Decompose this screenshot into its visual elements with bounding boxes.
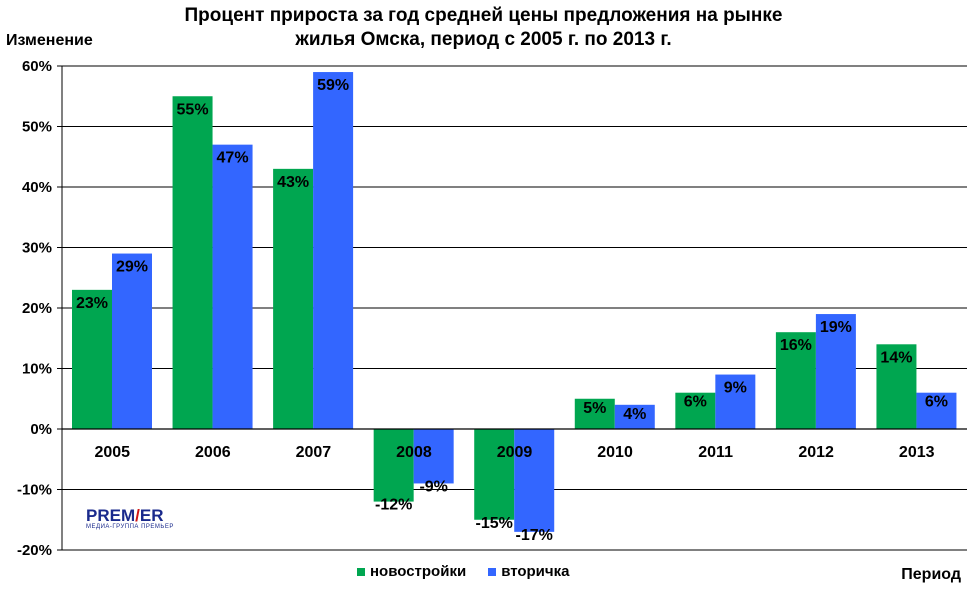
x-tick-label: 2011 <box>698 444 733 461</box>
x-tick-label: 2010 <box>597 444 633 461</box>
bar-secondary <box>313 72 354 430</box>
bar-new <box>72 289 112 429</box>
x-tick-label: 2012 <box>798 444 834 461</box>
y-tick-label: -20% <box>17 542 52 559</box>
data-label: 23% <box>76 295 108 312</box>
y-tick-label: -10% <box>17 482 52 499</box>
legend-label-new: новостройки <box>370 563 467 580</box>
bar-new <box>172 96 213 429</box>
x-tick-label: 2008 <box>396 444 432 461</box>
x-tick-label: 2006 <box>195 444 231 461</box>
data-label: 14% <box>880 349 912 366</box>
bar-new <box>373 429 414 502</box>
legend: новостройки вторичка <box>357 563 585 580</box>
data-label: -12% <box>375 497 412 514</box>
data-label: -9% <box>419 478 447 495</box>
bar-new <box>574 398 615 429</box>
bar-secondary <box>715 374 756 429</box>
data-label: 29% <box>116 259 148 276</box>
bar-secondary <box>916 392 957 429</box>
data-label: 4% <box>623 406 646 423</box>
bar-secondary <box>514 429 555 532</box>
premier-logo: PREM/ER МЕДИА-ГРУППА ПРЕМЬЕР <box>86 506 174 530</box>
x-tick-label: 2009 <box>497 444 533 461</box>
bar-secondary <box>212 144 253 429</box>
bar-new <box>273 168 314 429</box>
y-tick-label: 0% <box>30 421 52 438</box>
y-axis-label: Изменение <box>6 32 93 49</box>
bar-new <box>675 392 716 429</box>
bar-new <box>775 332 816 429</box>
bar-secondary <box>112 253 152 429</box>
x-axis-label: Период <box>901 566 961 583</box>
chart-title-line2: жилья Омска, период с 2005 г. по 2013 г. <box>295 29 672 50</box>
legend-swatch-new <box>357 567 365 576</box>
data-label: 19% <box>820 319 852 336</box>
legend-item-new: новостройки <box>357 563 466 580</box>
y-tick-label: 40% <box>22 179 52 196</box>
y-tick-label: 50% <box>22 119 52 136</box>
logo-tagline: МЕДИА-ГРУППА ПРЕМЬЕР <box>86 524 174 530</box>
legend-swatch-secondary <box>488 567 497 576</box>
y-tick-label: 60% <box>22 58 52 75</box>
bar-secondary <box>413 429 454 484</box>
x-tick-label: 2005 <box>94 444 130 461</box>
bar-new <box>876 344 917 429</box>
y-tick-label: 30% <box>22 240 52 257</box>
data-label: -15% <box>476 515 513 532</box>
data-label: -17% <box>516 527 553 544</box>
data-label: 9% <box>724 380 747 397</box>
x-tick-label: 2007 <box>296 444 332 461</box>
legend-item-secondary: вторичка <box>488 563 569 580</box>
chart-title: Процент прироста за год средней цены пре… <box>0 4 967 52</box>
y-tick-label: 20% <box>22 300 52 317</box>
chart-title-line1: Процент прироста за год средней цены пре… <box>184 5 783 26</box>
data-label: 5% <box>583 400 606 417</box>
data-label: 43% <box>277 174 309 191</box>
y-tick-label: 10% <box>22 361 52 378</box>
legend-label-secondary: вторичка <box>501 563 570 580</box>
data-label: 6% <box>684 394 707 411</box>
bar-new <box>474 429 515 520</box>
data-label: 59% <box>317 77 349 94</box>
bar-secondary <box>614 404 655 429</box>
data-label: 16% <box>780 337 812 354</box>
logo-brand: PREM/ER <box>86 506 164 525</box>
data-label: 55% <box>177 101 209 118</box>
data-label: 47% <box>217 150 249 167</box>
bar-secondary <box>815 314 856 429</box>
x-tick-label: 2013 <box>899 444 935 461</box>
data-label: 6% <box>925 394 948 411</box>
